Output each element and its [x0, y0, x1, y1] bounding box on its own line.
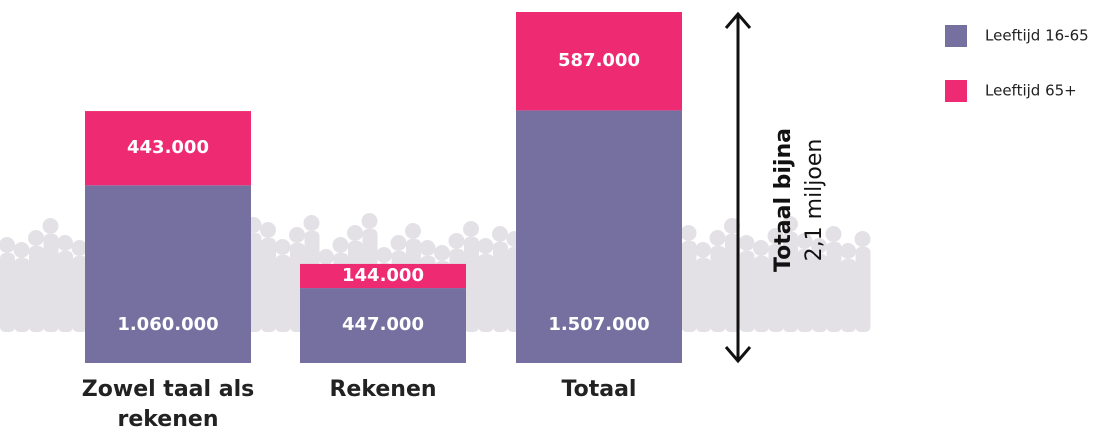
crowd-head: [826, 226, 842, 242]
crowd-body: [856, 247, 871, 332]
crowd-head: [333, 237, 349, 253]
crowd-head: [753, 240, 769, 256]
crowd-body: [464, 237, 479, 332]
annotation-title: Totaal bijna: [771, 128, 796, 272]
crowd-head: [0, 237, 15, 253]
crowd-body: [0, 253, 15, 332]
category-label: Totaal: [499, 375, 699, 405]
legend-swatch: [945, 25, 967, 47]
crowd-head: [376, 247, 392, 263]
crowd-head: [318, 249, 334, 265]
crowd-head: [347, 225, 363, 241]
crowd-head: [391, 235, 407, 251]
legend-label: Leeftijd 16-65: [985, 27, 1089, 45]
annotation-text: 2,1 miljoen: [802, 139, 827, 262]
bar-segment: [85, 185, 251, 363]
crowd-head: [739, 235, 755, 251]
crowd-head: [695, 242, 711, 258]
category-label: Rekenen: [283, 375, 483, 405]
crowd-head: [362, 213, 378, 229]
crowd-head: [405, 223, 421, 239]
legend-swatch: [945, 80, 967, 102]
value-label: 587.000: [558, 50, 640, 71]
crowd-head: [420, 240, 436, 256]
crowd-body: [261, 238, 276, 332]
crowd-body: [479, 254, 494, 332]
crowd-body: [58, 251, 73, 332]
value-label: 443.000: [127, 137, 209, 158]
value-label: 1.507.000: [548, 314, 649, 335]
crowd-head: [449, 233, 465, 249]
crowd-head: [434, 245, 450, 261]
crowd-body: [682, 241, 697, 332]
crowd-body: [841, 259, 856, 332]
crowd-body: [754, 256, 769, 332]
value-label: 447.000: [342, 314, 424, 335]
crowd-head: [463, 221, 479, 237]
crowd-head: [855, 231, 871, 247]
crowd-body: [827, 242, 842, 332]
crowd-head: [681, 225, 697, 241]
crowd-head: [840, 243, 856, 259]
crowd-head: [43, 218, 59, 234]
value-label: 144.000: [342, 265, 424, 286]
crowd-body: [15, 258, 30, 332]
crowd-body: [812, 254, 827, 332]
crowd-body: [711, 246, 726, 332]
crowd-body: [696, 258, 711, 332]
crowd-body: [44, 234, 59, 332]
crowd-head: [710, 230, 726, 246]
category-label: Zowel taal als rekenen: [68, 375, 268, 435]
crowd-head: [28, 230, 44, 246]
crowd-head: [275, 239, 291, 255]
chart: Totaal bijna 2,1 miljoen 1.060.000 443.00…: [0, 0, 1115, 443]
crowd-head: [289, 227, 305, 243]
crowd-head: [492, 226, 508, 242]
crowd-body: [493, 242, 508, 332]
value-label: 1.060.000: [117, 314, 218, 335]
crowd-head: [478, 238, 494, 254]
legend-label: Leeftijd 65+: [985, 82, 1077, 100]
crowd-head: [14, 242, 30, 258]
crowd-head: [260, 222, 276, 238]
crowd-head: [304, 215, 320, 231]
crowd-body: [740, 251, 755, 332]
crowd-head: [57, 235, 73, 251]
crowd-body: [29, 246, 44, 332]
crowd-body: [276, 255, 291, 332]
